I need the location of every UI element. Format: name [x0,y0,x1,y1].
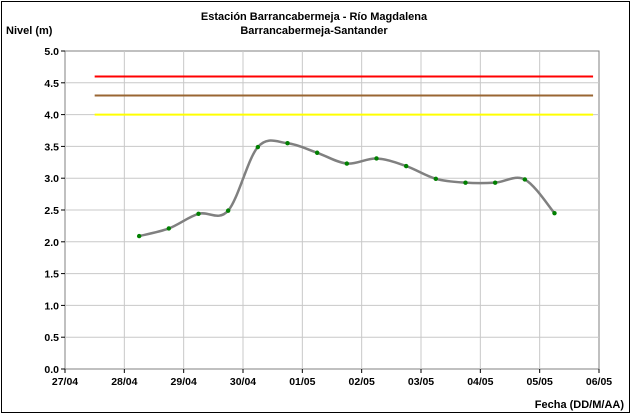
data-point [166,226,172,231]
chart-subtitle: Barrancabermeja-Santander [240,25,388,37]
y-axis-label: Nivel (m) [6,25,53,37]
data-point [403,163,409,169]
y-tick-label: 4.0 [44,110,59,122]
chart-title: Estación Barrancabermeja - Río Magdalena [201,11,428,23]
series-group [136,139,557,239]
x-tick-label: 27/04 [52,376,78,388]
y-tick-label: 2.5 [44,205,59,217]
data-point [314,150,320,155]
data-point [255,144,261,150]
x-tick-label: 01/05 [289,376,315,388]
y-tick-label: 3.0 [44,173,59,185]
y-tick-label: 0.0 [44,364,59,376]
y-tick-label: 5.0 [44,46,59,58]
threshold-lines [94,75,594,116]
data-point [285,141,290,146]
y-tick-label: 3.5 [44,141,59,153]
y-tick-label: 1.5 [44,269,59,281]
y-tick-label: 0.5 [44,332,59,344]
x-tick-label: 04/05 [467,376,493,388]
data-point [344,161,350,166]
x-tick-label: 03/05 [408,376,434,388]
x-axis-label: Fecha (DD/M/AA) [535,399,625,411]
y-tick-label: 2.0 [44,237,59,249]
data-point [433,176,439,182]
data-point [492,180,498,185]
x-tick-label: 06/05 [586,376,612,388]
x-tick-label: 02/05 [349,376,375,388]
x-tick-label: 29/04 [171,376,197,388]
y-tick-label: 4.5 [44,78,59,90]
axes: 0.0 0.5 1.0 1.5 2.0 2.5 3.0 3.5 4.0 4.5 5.0 27/04 28… [44,46,612,388]
data-point [225,208,231,213]
data-point [374,156,379,161]
data-point [522,177,528,182]
x-tick-label: 28/04 [111,376,137,388]
data-point [196,211,201,217]
data-point [136,233,142,239]
x-tick-label: 30/04 [230,376,256,388]
x-tick-label: 05/05 [527,376,553,388]
data-point [552,210,557,216]
data-point [463,180,468,185]
y-tick-label: 1.0 [44,300,59,312]
